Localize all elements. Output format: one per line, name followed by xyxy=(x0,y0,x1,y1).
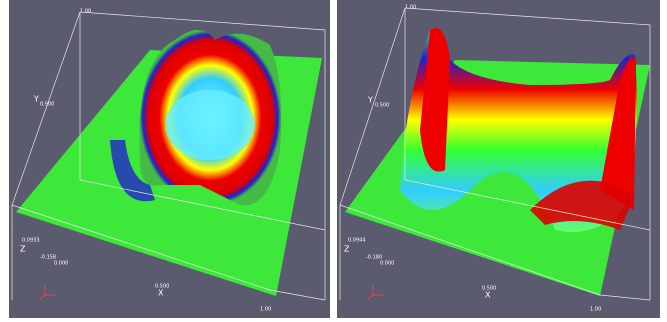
x-end-label: 1.00 xyxy=(260,307,271,313)
render-left: 1.00 Y 0.500 0.0933 Z -0.158 0.000 0.500… xyxy=(9,0,330,318)
y-top-label: 1.00 xyxy=(405,5,416,11)
z-max-label: 0.0933 xyxy=(22,238,40,244)
y-mid-label: 0.500 xyxy=(40,102,54,108)
x-end-label: 1.00 xyxy=(590,307,601,313)
origin-label: 0.000 xyxy=(380,261,394,267)
page: 1.00 Y 0.500 0.0933 Z -0.158 0.000 0.500… xyxy=(0,0,667,322)
y-top-label: 1.00 xyxy=(80,9,91,15)
y-mid-label: 0.500 xyxy=(375,103,389,109)
z-title: Z xyxy=(344,245,350,254)
screenshot: 1.00 Y 0.500 0.0933 Z -0.158 0.000 0.500… xyxy=(0,0,667,322)
z-title: Z xyxy=(20,245,26,254)
render-right: 1.00 Y 0.500 0.0944 Z -0.180 0.000 0.500… xyxy=(337,0,660,318)
surface-inner xyxy=(165,90,255,160)
origin-label: 0.000 xyxy=(54,261,68,267)
z-max-label: 0.0944 xyxy=(348,238,366,244)
x-title: X xyxy=(485,291,491,300)
x-title: X xyxy=(158,289,164,298)
y-title: Y xyxy=(33,95,39,104)
y-title: Y xyxy=(367,96,373,105)
